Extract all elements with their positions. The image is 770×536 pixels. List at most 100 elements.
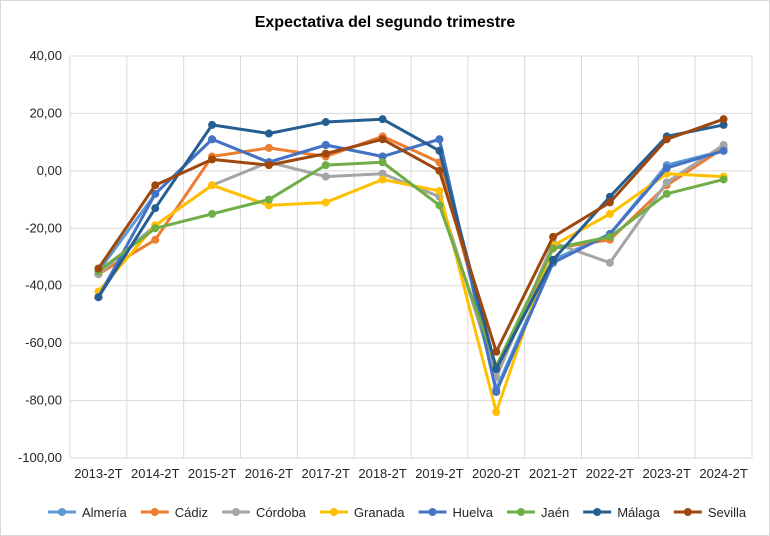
legend-marker [232, 508, 241, 516]
y-tick-label: 40,00 [29, 48, 62, 63]
data-point [492, 408, 501, 417]
data-point [435, 166, 444, 175]
legend-marker [593, 508, 602, 516]
legend-item: Almería [48, 505, 128, 520]
legend-marker [516, 508, 525, 516]
legend-item: Córdoba [222, 505, 307, 520]
legend-item: Jaén [506, 505, 569, 520]
data-point [321, 141, 330, 150]
data-point [264, 195, 273, 204]
data-point [208, 120, 217, 129]
series-lines [94, 115, 728, 417]
x-tick-label: 2020-2T [472, 466, 520, 481]
legend-marker [329, 508, 338, 516]
y-tick-label: 0,00 [37, 163, 62, 178]
data-point [151, 189, 160, 198]
data-point [549, 244, 558, 253]
x-tick-label: 2017-2T [302, 466, 350, 481]
legend-marker [428, 508, 437, 516]
data-point [605, 232, 614, 241]
y-tick-label: -20,00 [25, 220, 62, 235]
x-tick-label: 2013-2T [74, 466, 122, 481]
data-point [321, 161, 330, 170]
legend-item: Granada [319, 505, 405, 520]
data-point [208, 181, 217, 190]
data-point [378, 158, 387, 167]
data-point [264, 161, 273, 170]
x-tick-label: 2016-2T [245, 466, 293, 481]
data-point [435, 146, 444, 155]
data-point [719, 175, 728, 184]
data-point [94, 264, 103, 273]
data-point [321, 198, 330, 207]
y-tick-label: 20,00 [29, 105, 62, 120]
legend-marker [58, 508, 66, 516]
data-point [264, 201, 273, 210]
data-point [719, 115, 728, 124]
x-tick-label: 2014-2T [131, 466, 179, 481]
data-point [719, 141, 728, 150]
data-point [719, 120, 728, 129]
legend-label: Sevilla [708, 505, 747, 520]
grid-lines [69, 55, 753, 459]
chart-title: Expectativa del segundo trimestre [254, 14, 516, 31]
data-point [94, 293, 103, 302]
data-point [435, 135, 444, 144]
y-tick-label: -100,00 [18, 450, 62, 465]
data-point [264, 129, 273, 138]
legend-marker [683, 508, 692, 516]
series-sevilla [94, 115, 728, 356]
legend-label: Málaga [617, 505, 660, 520]
data-point [321, 118, 330, 127]
data-point [378, 175, 387, 184]
data-point [208, 155, 217, 164]
data-point [549, 232, 558, 241]
data-point [492, 387, 501, 396]
data-point [662, 189, 671, 198]
series-line [97, 117, 725, 354]
data-point [151, 224, 160, 233]
data-point [605, 258, 614, 267]
data-point [378, 135, 387, 144]
legend-label: Cádiz [175, 505, 208, 520]
data-point [719, 146, 728, 155]
data-point [208, 209, 217, 218]
data-point [549, 255, 558, 264]
data-point [662, 178, 671, 187]
legend-marker [150, 508, 159, 516]
legend-label: Jaén [541, 505, 569, 520]
y-tick-label: -60,00 [25, 335, 62, 350]
series-jaén [94, 158, 728, 371]
data-point [151, 204, 160, 213]
data-point [492, 347, 501, 356]
x-tick-label: 2019-2T [415, 466, 463, 481]
data-point [492, 364, 501, 373]
legend: Almería Cádiz Córdoba Granada Huelva Jaén Mála… [48, 505, 747, 520]
legend-item: Málaga [583, 505, 661, 520]
x-tick-label: 2024-2T [699, 466, 747, 481]
data-point [435, 186, 444, 195]
x-tick-label: 2018-2T [358, 466, 406, 481]
y-tick-label: -80,00 [25, 393, 62, 408]
data-point [605, 198, 614, 207]
data-point [321, 149, 330, 158]
data-point [378, 152, 387, 161]
legend-label: Almería [82, 505, 128, 520]
legend-label: Huelva [453, 505, 494, 520]
y-tick-label: -40,00 [25, 278, 62, 293]
x-tick-label: 2015-2T [188, 466, 236, 481]
legend-item: Huelva [418, 505, 494, 520]
data-point [321, 172, 330, 181]
axes: -100,00 -80,00 -60,00 -40,00 -20,00 0,00 20,00… [18, 48, 748, 481]
legend-item: Cádiz [140, 505, 208, 520]
data-point [378, 169, 387, 178]
data-point [605, 209, 614, 218]
series-line [97, 160, 724, 368]
data-point [151, 181, 160, 190]
legend-label: Granada [354, 505, 405, 520]
x-tick-label: 2021-2T [529, 466, 577, 481]
data-point [208, 135, 217, 144]
data-point [264, 143, 273, 152]
legend-label: Córdoba [256, 505, 307, 520]
